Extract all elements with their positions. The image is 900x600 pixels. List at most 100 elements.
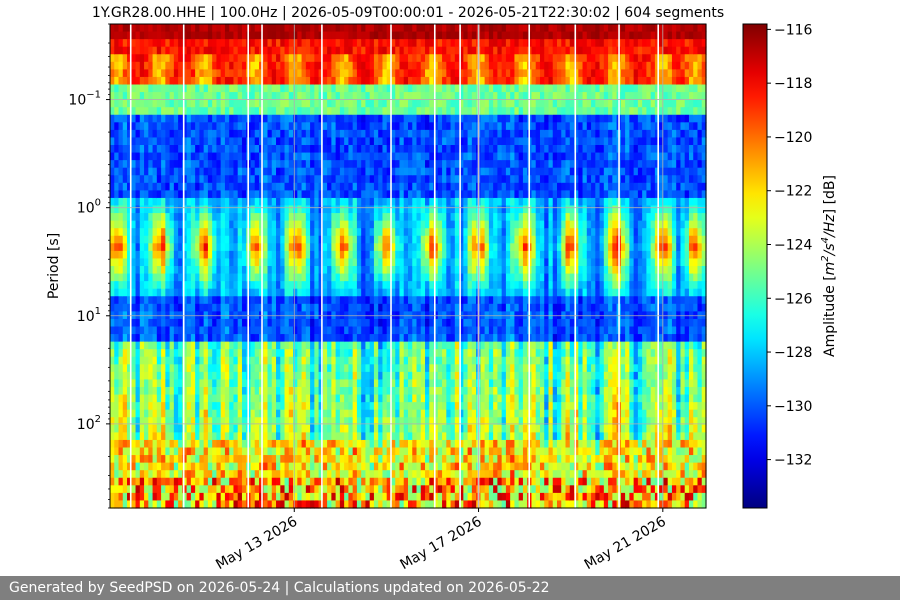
heatmap-cell — [237, 296, 243, 305]
heatmap-cell — [433, 129, 439, 139]
heatmap-cell — [412, 462, 418, 471]
heatmap-cell — [114, 175, 120, 184]
heatmap-cell — [178, 190, 183, 199]
heatmap-cell — [339, 243, 345, 252]
heatmap-cell — [327, 228, 332, 237]
heatmap-cell — [165, 243, 171, 252]
heatmap-cell — [237, 371, 243, 381]
heatmap-cell — [322, 394, 328, 403]
heatmap-cell — [297, 160, 303, 169]
heatmap-cell — [224, 500, 230, 509]
heatmap-cell — [195, 24, 200, 33]
heatmap-cell — [348, 61, 354, 70]
heatmap-cell — [233, 326, 239, 335]
heatmap-cell — [378, 250, 384, 260]
heatmap-cell — [331, 409, 337, 418]
heatmap-cell — [288, 92, 294, 101]
heatmap-cell — [186, 364, 192, 373]
heatmap-cell — [203, 318, 209, 328]
heatmap-cell — [207, 439, 213, 449]
heatmap-cell — [224, 303, 230, 312]
heatmap-cell — [365, 54, 371, 63]
heatmap-cell — [237, 477, 243, 486]
heatmap-cell — [382, 477, 388, 486]
heatmap-cell — [386, 394, 392, 403]
heatmap-cell — [190, 46, 196, 55]
heatmap-cell — [144, 84, 149, 93]
heatmap-cell — [331, 114, 337, 123]
heatmap-cell — [284, 145, 290, 154]
heatmap-cell — [293, 371, 298, 381]
heatmap-cell — [165, 318, 171, 328]
heatmap-cell — [352, 477, 358, 486]
heatmap-cell — [425, 205, 430, 214]
heatmap-cell — [420, 281, 426, 290]
heatmap-cell — [280, 61, 286, 70]
heatmap-cell — [271, 220, 277, 229]
heatmap-cell — [378, 462, 384, 471]
heatmap-cell — [301, 197, 307, 207]
heatmap-cell — [382, 84, 388, 93]
heatmap-cell — [267, 152, 273, 161]
heatmap-cell — [327, 356, 332, 365]
heatmap-cell — [220, 288, 226, 297]
heatmap-cell — [241, 24, 247, 33]
heatmap-cell — [203, 500, 209, 509]
heatmap-cell — [310, 182, 315, 191]
heatmap-cell — [152, 326, 158, 335]
heatmap-cell — [339, 258, 345, 267]
heatmap-cell — [110, 145, 115, 154]
heatmap-cell — [114, 318, 120, 328]
heatmap-cell — [284, 152, 290, 161]
heatmap-cell — [433, 39, 439, 48]
heatmap-cell — [310, 424, 315, 433]
heatmap-cell — [233, 379, 239, 388]
heatmap-cell — [293, 273, 298, 282]
heatmap-cell — [280, 190, 286, 199]
heatmap-cell — [442, 39, 447, 48]
heatmap-cell — [408, 356, 413, 365]
heatmap-cell — [378, 303, 384, 312]
heatmap-cell — [331, 387, 337, 396]
heatmap-cell — [161, 228, 166, 237]
heatmap-cell — [335, 175, 341, 184]
heatmap-cell — [280, 447, 286, 456]
heatmap-cell — [220, 24, 226, 33]
heatmap-cell — [139, 31, 145, 40]
heatmap-cell — [148, 326, 154, 335]
heatmap-cell — [365, 152, 371, 161]
heatmap-cell — [199, 379, 205, 388]
heatmap-cell — [276, 99, 281, 108]
heatmap-cell — [369, 205, 375, 214]
heatmap-cell — [344, 107, 349, 116]
heatmap-cell — [378, 492, 384, 502]
heatmap-cell — [356, 409, 362, 418]
heatmap-cell — [276, 432, 281, 441]
heatmap-cell — [186, 175, 192, 184]
heatmap-cell — [169, 220, 175, 229]
heatmap-cell — [152, 250, 158, 260]
heatmap-cell — [127, 92, 132, 101]
heatmap-cell — [263, 387, 269, 396]
heatmap-cell — [403, 137, 409, 146]
heatmap-cell — [169, 409, 175, 418]
heatmap-cell — [403, 250, 409, 260]
heatmap-cell — [148, 462, 154, 471]
heatmap-cell — [373, 69, 379, 78]
heatmap-cell — [110, 387, 115, 396]
heatmap-cell — [403, 371, 409, 381]
heatmap-cell — [331, 296, 337, 305]
heatmap-cell — [178, 220, 183, 229]
heatmap-cell — [301, 296, 307, 305]
heatmap-cell — [207, 334, 213, 343]
heatmap-cell — [212, 462, 218, 471]
heatmap-cell — [220, 455, 226, 464]
heatmap-cell — [293, 364, 298, 373]
heatmap-cell — [254, 122, 260, 131]
heatmap-cell — [412, 492, 418, 502]
heatmap-cell — [420, 250, 426, 260]
heatmap-cell — [182, 24, 188, 33]
heatmap-cell — [237, 334, 243, 343]
heatmap-cell — [199, 341, 205, 350]
heatmap-cell — [161, 205, 166, 214]
